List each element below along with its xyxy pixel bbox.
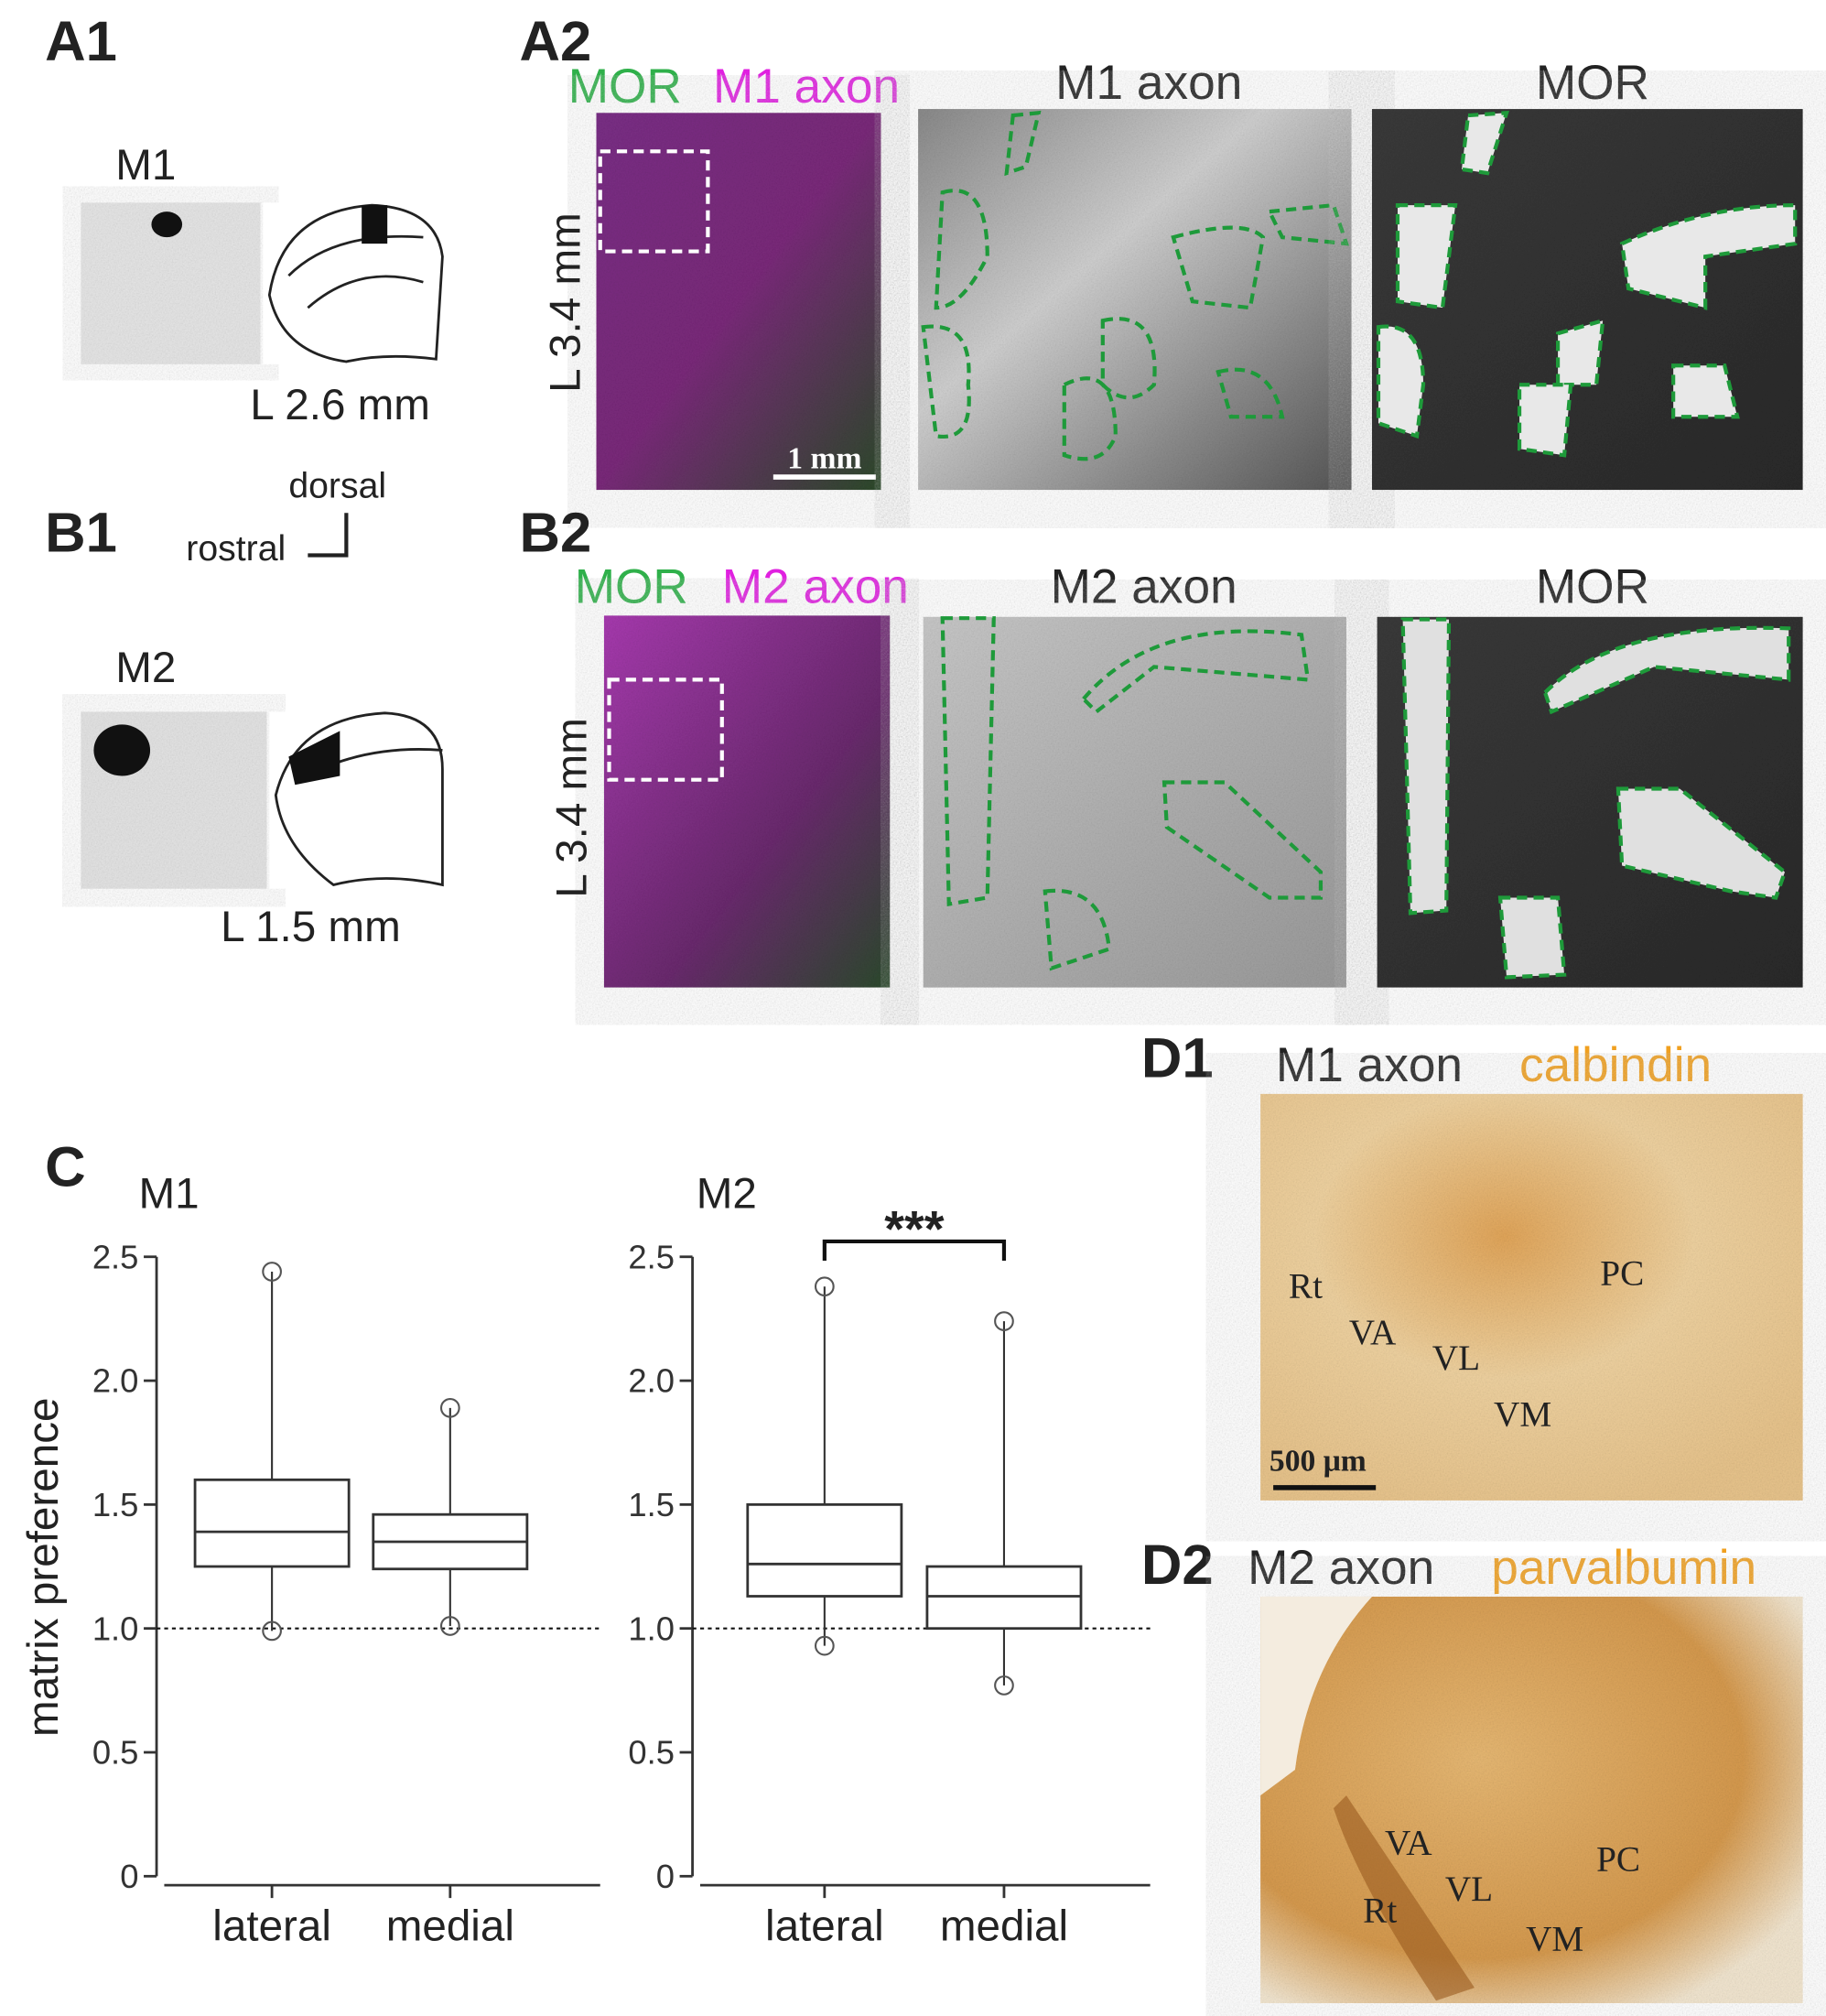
inset-box: [607, 677, 724, 782]
y-tick-label: 0.5: [628, 1734, 675, 1772]
charts: M1 matrix preference 0 0.5 1.0 1.5 2.0 2.5 later…: [19, 1170, 1151, 1950]
axon-image: [923, 616, 1346, 988]
chart-title: M1: [138, 1170, 199, 1219]
calbindin-image: [1260, 1093, 1803, 1501]
patch-outlines: [940, 616, 1324, 971]
orientation-rostral: rostral: [186, 528, 286, 569]
axon-label: M2 axon: [722, 559, 909, 613]
y-tick-label: 1.0: [628, 1610, 675, 1647]
region-label: VM: [1526, 1920, 1583, 1959]
stain-label: parvalbumin: [1491, 1541, 1756, 1595]
level-label: L 3.4 mm: [541, 212, 589, 393]
y-tick-label: 2.0: [628, 1362, 675, 1400]
region-label: VA: [1349, 1313, 1397, 1352]
chart-title: M2: [697, 1170, 757, 1219]
atlas-injection: [362, 205, 388, 244]
panel-label: C: [45, 1136, 86, 1199]
x-tick-label: lateral: [212, 1902, 331, 1950]
atlas-drawing: [269, 711, 443, 889]
region-label: VL: [1445, 1870, 1493, 1909]
panel-label: D1: [1141, 1027, 1214, 1090]
injection-site: [151, 211, 183, 238]
mor-patches: [1376, 110, 1798, 458]
max-point: [814, 1276, 835, 1297]
panel-title: MOR: [1536, 559, 1649, 613]
panel-title: M2 axon: [1051, 559, 1237, 613]
region-label: VA: [1385, 1824, 1432, 1863]
level-label: L 3.4 mm: [547, 718, 596, 898]
box: [746, 1502, 903, 1598]
mor-patches: [1400, 617, 1791, 980]
region-label: VL: [1432, 1339, 1480, 1378]
min-point: [262, 1620, 282, 1642]
y-tick-label: 0: [120, 1858, 138, 1895]
region-label: PC: [1600, 1254, 1644, 1294]
scale-label: 1 mm: [787, 441, 861, 475]
y-tick-label: 0: [656, 1858, 675, 1895]
min-point: [814, 1635, 835, 1656]
panel-label: A2: [519, 10, 591, 73]
level-label: L 2.6 mm: [250, 381, 430, 429]
region-label: PC: [1596, 1840, 1640, 1880]
region-label: M2: [115, 644, 176, 692]
region-label: Rt: [1289, 1267, 1323, 1306]
max-point: [994, 1311, 1014, 1331]
significance-bracket: [822, 1239, 1007, 1261]
y-tick-label: 1.0: [92, 1610, 139, 1647]
orientation-axes: [308, 513, 349, 558]
merge-image: [603, 615, 891, 988]
y-axis-label: matrix preference: [19, 1398, 68, 1737]
scale-label: 500 μm: [1270, 1445, 1367, 1479]
panel-label: B1: [45, 501, 117, 564]
panel-label: D2: [1141, 1534, 1214, 1597]
atlas-drawing: [263, 202, 443, 364]
significance-label: ***: [884, 1200, 945, 1258]
region-label: VM: [1494, 1395, 1551, 1435]
atlas-outline: [267, 203, 444, 363]
y-tick-label: 1.5: [628, 1486, 675, 1523]
panel-title: M1 axon: [1055, 56, 1242, 110]
box: [193, 1478, 351, 1568]
axon-label: M2 axon: [1248, 1541, 1434, 1595]
min-point: [994, 1675, 1014, 1696]
merge-image: [596, 113, 881, 491]
inset-box: [598, 149, 710, 254]
rt-band: [1333, 1795, 1475, 2001]
panel-label: A1: [45, 10, 117, 73]
y-tick-label: 2.0: [92, 1362, 139, 1400]
y-tick-label: 0.5: [92, 1734, 139, 1772]
max-point: [262, 1262, 282, 1282]
y-tick-label: 2.5: [628, 1238, 675, 1275]
patch-outlines: [921, 110, 1349, 461]
atlas-injection: [288, 731, 340, 786]
background-region: [1260, 1596, 1372, 1796]
region-label: M1: [115, 141, 176, 190]
y-tick-label: 2.5: [92, 1238, 139, 1275]
min-point: [439, 1616, 460, 1636]
injection-site: [93, 724, 151, 776]
axon-label: M1 axon: [1276, 1038, 1463, 1092]
panel-title: MOR: [1536, 56, 1649, 110]
stain-label: MOR: [568, 60, 682, 114]
x-tick-label: medial: [940, 1902, 1068, 1950]
stain-label: MOR: [575, 559, 688, 613]
level-label: L 1.5 mm: [221, 903, 401, 951]
stain-label: calbindin: [1519, 1038, 1712, 1092]
panel-label: B2: [519, 501, 591, 564]
max-point: [439, 1397, 460, 1418]
x-tick-label: medial: [386, 1902, 514, 1950]
axon-label: M1 axon: [713, 60, 900, 114]
x-tick-label: lateral: [765, 1902, 884, 1950]
y-tick-label: 1.5: [92, 1486, 139, 1523]
region-label: Rt: [1363, 1891, 1397, 1931]
orientation-dorsal: dorsal: [288, 465, 386, 505]
parvalbumin-image: [1260, 1596, 1803, 2003]
axon-image: [918, 109, 1352, 491]
